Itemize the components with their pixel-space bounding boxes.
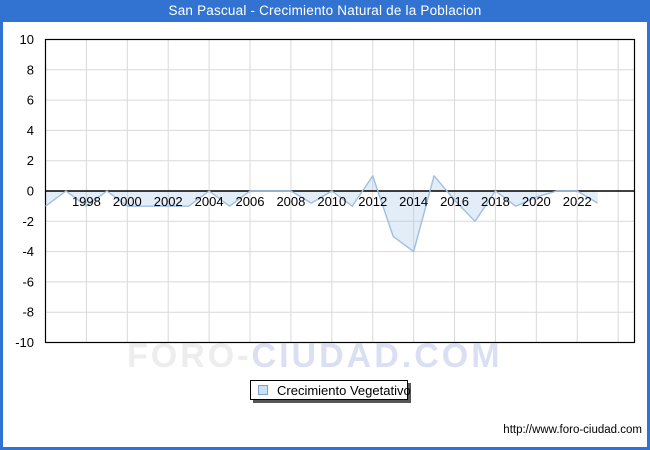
- chart-title-bar: San Pascual - Crecimiento Natural de la …: [3, 3, 647, 22]
- svg-text:2016: 2016: [440, 194, 469, 209]
- legend-label: Crecimiento Vegetativo: [277, 382, 411, 398]
- svg-text:-4: -4: [22, 244, 34, 259]
- legend[interactable]: Crecimiento Vegetativo: [250, 380, 411, 400]
- svg-text:2014: 2014: [399, 194, 428, 209]
- svg-text:10: 10: [20, 32, 34, 47]
- growth-chart: 10 8 6 4 2 0 -2 -4 -6 -8 -10 1998 2000 2002 2004 2006 20…: [15, 32, 636, 350]
- svg-text:1998: 1998: [72, 194, 101, 209]
- svg-text:2022: 2022: [563, 194, 592, 209]
- svg-text:2020: 2020: [522, 194, 551, 209]
- watermark-part2: CIUDAD.COM: [251, 337, 503, 375]
- svg-text:4: 4: [27, 123, 34, 138]
- series-swatch-icon: [258, 385, 268, 395]
- svg-text:6: 6: [27, 93, 34, 108]
- svg-text:-6: -6: [22, 274, 34, 289]
- watermark: FORO-CIUDAD.COM: [127, 337, 529, 376]
- svg-text:-10: -10: [15, 335, 34, 350]
- svg-text:2012: 2012: [358, 194, 387, 209]
- svg-text:2002: 2002: [154, 194, 183, 209]
- svg-text:-2: -2: [22, 214, 34, 229]
- svg-text:2006: 2006: [236, 194, 265, 209]
- svg-text:2004: 2004: [195, 194, 224, 209]
- source-url: http://www.foro-ciudad.com: [503, 424, 642, 436]
- watermark-part1: FORO-: [127, 337, 252, 375]
- svg-text:-8: -8: [22, 305, 34, 320]
- svg-text:2008: 2008: [276, 194, 305, 209]
- svg-text:8: 8: [27, 62, 34, 77]
- svg-text:0: 0: [27, 184, 34, 199]
- svg-text:2000: 2000: [113, 194, 142, 209]
- svg-text:2010: 2010: [317, 194, 346, 209]
- svg-text:2018: 2018: [481, 194, 510, 209]
- svg-text:2: 2: [27, 153, 34, 168]
